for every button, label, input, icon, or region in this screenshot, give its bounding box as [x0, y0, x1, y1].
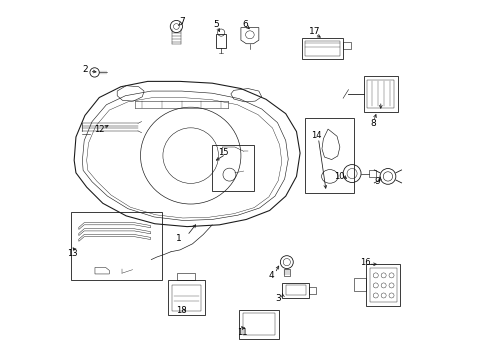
- Bar: [284, 269, 289, 276]
- Text: 14: 14: [310, 131, 321, 140]
- Bar: [366, 80, 393, 108]
- Bar: [305, 41, 339, 55]
- Text: 10: 10: [334, 172, 344, 181]
- Bar: [177, 273, 195, 280]
- Bar: [172, 285, 201, 311]
- Bar: [242, 314, 274, 335]
- Bar: [212, 145, 253, 192]
- Bar: [301, 38, 343, 59]
- Bar: [70, 212, 162, 280]
- Text: 7: 7: [179, 17, 184, 26]
- Bar: [363, 76, 397, 112]
- Text: 16: 16: [360, 258, 370, 267]
- Text: 1: 1: [176, 234, 182, 243]
- Bar: [285, 285, 305, 295]
- Bar: [216, 34, 226, 48]
- Text: 4: 4: [268, 270, 274, 279]
- Bar: [343, 42, 350, 49]
- Bar: [309, 287, 315, 294]
- Text: 18: 18: [176, 306, 187, 315]
- Text: 2: 2: [82, 65, 87, 74]
- Text: 15: 15: [217, 148, 228, 157]
- Text: 8: 8: [369, 119, 375, 128]
- Bar: [369, 268, 396, 302]
- Bar: [305, 118, 353, 193]
- Bar: [366, 264, 400, 306]
- Text: 12: 12: [94, 125, 104, 134]
- Bar: [167, 280, 204, 315]
- Bar: [368, 170, 376, 177]
- Text: 9: 9: [373, 177, 379, 186]
- Text: 5: 5: [212, 19, 218, 28]
- Text: 11: 11: [237, 328, 247, 337]
- Text: 17: 17: [309, 27, 320, 36]
- Bar: [239, 310, 278, 338]
- Text: 13: 13: [67, 249, 78, 258]
- Bar: [282, 283, 309, 298]
- Bar: [353, 278, 366, 291]
- Text: 6: 6: [242, 19, 248, 28]
- Text: 3: 3: [275, 294, 281, 303]
